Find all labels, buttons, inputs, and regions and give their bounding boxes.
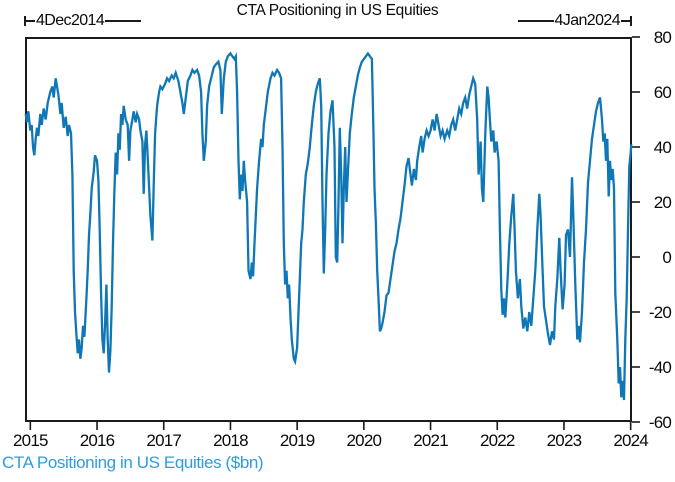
x-tick-label-2021: 2021 [413, 431, 448, 450]
plot-frame [25, 37, 632, 422]
y-tick-label-20: 20 [653, 193, 672, 212]
x-tick-label-2019: 2019 [279, 431, 315, 450]
y-tick-label-0: 0 [662, 248, 671, 267]
plot-area [24, 36, 640, 430]
end-date-label: 4Jan2024 [554, 12, 621, 29]
y-tick-label--60: -60 [648, 413, 672, 432]
x-tick-label-2024: 2024 [613, 431, 648, 450]
x-tick-label-2018: 2018 [213, 431, 248, 450]
end-date-annotation: 4Jan2024 [517, 12, 632, 30]
x-tick-label-2020: 2020 [346, 431, 382, 450]
end-annotation-right-bar [630, 16, 632, 26]
x-tick-label-2015: 2015 [13, 431, 48, 450]
x-tick-label-2016: 2016 [79, 431, 115, 450]
start-date-annotation: 4Dec2014 [24, 12, 142, 30]
start-annotation-dash [26, 20, 35, 22]
y-tick-label-60: 60 [653, 83, 672, 102]
start-annotation-left-bar [24, 16, 26, 26]
y-tick-label--40: -40 [648, 358, 672, 377]
series-caption: CTA Positioning in US Equities ($bn) [2, 453, 264, 472]
cta-positioning-line [24, 51, 633, 401]
y-tick-label-80: 80 [653, 28, 672, 47]
y-tick-label-40: 40 [653, 138, 672, 157]
x-tick-label-2022: 2022 [479, 431, 515, 450]
x-tick-label-2017: 2017 [146, 431, 182, 450]
end-annotation-leading-dash [517, 20, 554, 22]
y-tick-label--20: -20 [648, 303, 672, 322]
end-annotation-dash [621, 20, 630, 22]
x-tick-label-2023: 2023 [546, 431, 582, 450]
start-date-label: 4Dec2014 [36, 12, 105, 29]
chart-title: CTA Positioning in US Equities [236, 2, 439, 19]
start-annotation-trailing-dash [105, 20, 142, 22]
